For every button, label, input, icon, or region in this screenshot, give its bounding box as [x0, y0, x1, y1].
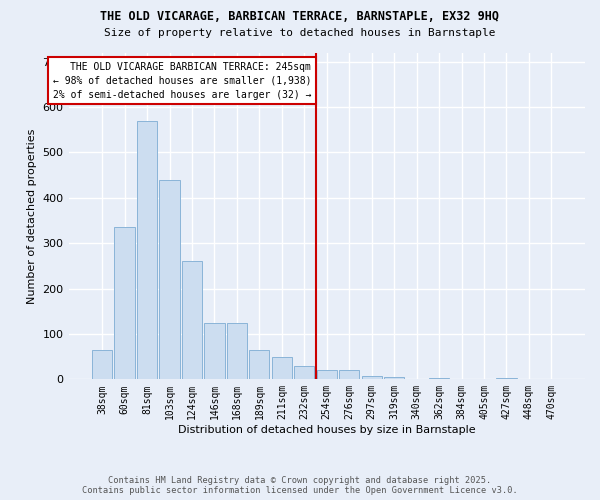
Bar — [317, 370, 337, 380]
Bar — [227, 322, 247, 380]
Text: Size of property relative to detached houses in Barnstaple: Size of property relative to detached ho… — [104, 28, 496, 38]
Bar — [272, 356, 292, 380]
X-axis label: Distribution of detached houses by size in Barnstaple: Distribution of detached houses by size … — [178, 425, 476, 435]
Bar — [115, 228, 134, 380]
Bar — [339, 370, 359, 380]
Bar — [137, 120, 157, 380]
Bar — [249, 350, 269, 380]
Bar — [429, 378, 449, 380]
Bar — [182, 262, 202, 380]
Text: THE OLD VICARAGE BARBICAN TERRACE: 245sqm
← 98% of detached houses are smaller (: THE OLD VICARAGE BARBICAN TERRACE: 245sq… — [53, 62, 311, 100]
Bar — [496, 378, 517, 380]
Bar — [205, 322, 224, 380]
Bar — [294, 366, 314, 380]
Y-axis label: Number of detached properties: Number of detached properties — [27, 128, 37, 304]
Bar — [92, 350, 112, 380]
Bar — [384, 377, 404, 380]
Text: THE OLD VICARAGE, BARBICAN TERRACE, BARNSTAPLE, EX32 9HQ: THE OLD VICARAGE, BARBICAN TERRACE, BARN… — [101, 10, 499, 23]
Bar — [160, 180, 179, 380]
Text: Contains HM Land Registry data © Crown copyright and database right 2025.
Contai: Contains HM Land Registry data © Crown c… — [82, 476, 518, 495]
Bar — [362, 376, 382, 380]
